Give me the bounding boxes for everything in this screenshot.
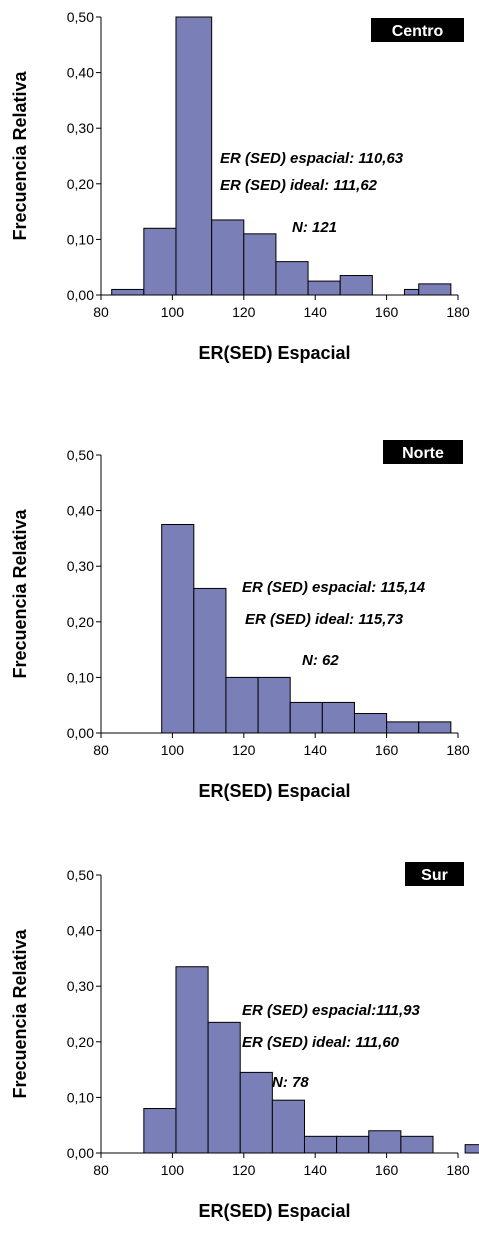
histogram-norte: 0,00 0,10 0,20 0,30 0,40 0,50 80 100 120 140 160 18…	[0, 420, 479, 820]
x-axis-label: ER(SED) Espacial	[198, 343, 350, 363]
y-tick-label: 0,50	[67, 867, 94, 883]
x-tick-label: 120	[232, 1162, 256, 1178]
x-tick-label: 100	[161, 1162, 185, 1178]
histogram-bar	[368, 1130, 402, 1154]
histogram-centro-svg: 0,00 0,10 0,20 0,30 0,40 0,50 80 100 120 140 160 18…	[10, 9, 470, 363]
y-tick-label: 0,10	[67, 669, 94, 685]
histogram-bar	[386, 721, 420, 734]
histogram-bar	[143, 227, 177, 296]
annotation-er-ideal: ER (SED) ideal: 111,60	[242, 1034, 400, 1051]
histogram-bar	[175, 16, 213, 296]
annotation-er-espacial: ER (SED) espacial: 110,63	[220, 150, 404, 167]
histogram-bar	[303, 1135, 338, 1154]
x-tick-label: 160	[375, 742, 399, 758]
x-tick-label: 120	[232, 742, 256, 758]
annotation-er-ideal: ER (SED) ideal: 111,62	[220, 177, 378, 194]
y-tick-label: 0,00	[67, 1145, 94, 1161]
region-badge	[383, 440, 463, 464]
histogram-bar	[193, 587, 227, 734]
histogram-centro: 0,00 0,10 0,20 0,30 0,40 0,50 80 100 120 140 160 18…	[0, 0, 479, 400]
x-tick-label: 120	[232, 304, 256, 320]
region-badge-label: Norte	[402, 445, 444, 462]
histogram-bar	[271, 1099, 305, 1154]
histogram-bar	[418, 283, 452, 296]
annotation-n: N: 78	[272, 1074, 309, 1091]
histogram-bar	[111, 288, 145, 296]
x-tick-label: 180	[446, 1162, 470, 1178]
annotation-er-espacial: ER (SED) espacial:111,93	[242, 1002, 421, 1019]
histogram-bar	[307, 280, 341, 296]
y-axis-label: Frecuencia Relativa	[10, 508, 30, 678]
y-axis-label: Frecuencia Relativa	[10, 70, 30, 240]
y-axis-label: Frecuencia Relativa	[10, 928, 30, 1098]
x-tick-label: 80	[93, 1162, 109, 1178]
histogram-bar	[418, 721, 452, 734]
region-badge-label: Centro	[392, 23, 444, 40]
histogram-bar	[211, 219, 245, 296]
annotation-n: N: 121	[292, 219, 337, 236]
histogram-sur-svg: 0,00 0,10 0,20 0,30 0,40 0,50 80 100 120 140 160 18…	[10, 862, 479, 1221]
annotation-n: N: 62	[302, 652, 339, 669]
x-tick-label: 80	[93, 742, 109, 758]
x-tick-label: 160	[375, 1162, 399, 1178]
y-tick-label: 0,40	[67, 65, 94, 81]
histogram-bar	[339, 275, 373, 296]
y-tick-label: 0,50	[67, 447, 94, 463]
y-tick-label: 0,00	[67, 287, 94, 303]
y-tick-label: 0,10	[67, 231, 94, 247]
y-tick-label: 0,20	[67, 1034, 94, 1050]
x-tick-label: 140	[304, 304, 328, 320]
histogram-bar	[225, 676, 259, 734]
y-tick-label: 0,00	[67, 725, 94, 741]
histogram-bar	[207, 1021, 241, 1154]
histogram-bar	[275, 261, 309, 296]
histogram-bar	[257, 676, 291, 734]
histogram-bar	[289, 701, 323, 734]
y-tick-label: 0,50	[67, 9, 94, 25]
y-tick-label: 0,20	[67, 176, 94, 192]
histogram-norte-svg: 0,00 0,10 0,20 0,30 0,40 0,50 80 100 120 140 160 18…	[10, 440, 470, 801]
x-tick-label: 140	[304, 1162, 328, 1178]
region-badge	[371, 18, 464, 42]
histogram-bar	[243, 233, 277, 296]
region-badge-label: Sur	[421, 867, 448, 884]
x-tick-label: 160	[375, 304, 399, 320]
y-tick-label: 0,40	[67, 503, 94, 519]
x-tick-label: 140	[304, 742, 328, 758]
y-tick-label: 0,30	[67, 120, 94, 136]
region-badge	[405, 862, 464, 886]
y-tick-label: 0,40	[67, 923, 94, 939]
histogram-bar	[239, 1071, 273, 1154]
histogram-bar	[161, 524, 195, 734]
histogram-bar	[143, 1108, 177, 1154]
x-tick-label: 80	[93, 304, 109, 320]
histogram-bar	[321, 701, 355, 734]
x-tick-label: 180	[446, 742, 470, 758]
histogram-sur: 0,00 0,10 0,20 0,30 0,40 0,50 80 100 120 140 160 18…	[0, 840, 479, 1240]
histogram-bar	[336, 1135, 370, 1154]
histogram-bar	[464, 1144, 479, 1154]
annotation-er-espacial: ER (SED) espacial: 115,14	[242, 579, 426, 596]
x-axis-label: ER(SED) Espacial	[198, 1201, 350, 1221]
y-tick-label: 0,30	[67, 978, 94, 994]
histogram-bar	[353, 713, 388, 734]
y-tick-label: 0,20	[67, 614, 94, 630]
x-tick-label: 100	[161, 742, 185, 758]
histogram-bar	[400, 1135, 434, 1154]
y-tick-label: 0,30	[67, 558, 94, 574]
x-tick-label: 180	[446, 304, 470, 320]
annotation-er-ideal: ER (SED) ideal: 115,73	[245, 611, 404, 628]
y-tick-label: 0,10	[67, 1089, 94, 1105]
histogram-bar	[403, 288, 420, 296]
x-tick-label: 100	[161, 304, 185, 320]
histogram-bar	[175, 966, 209, 1154]
x-axis-label: ER(SED) Espacial	[198, 781, 350, 801]
